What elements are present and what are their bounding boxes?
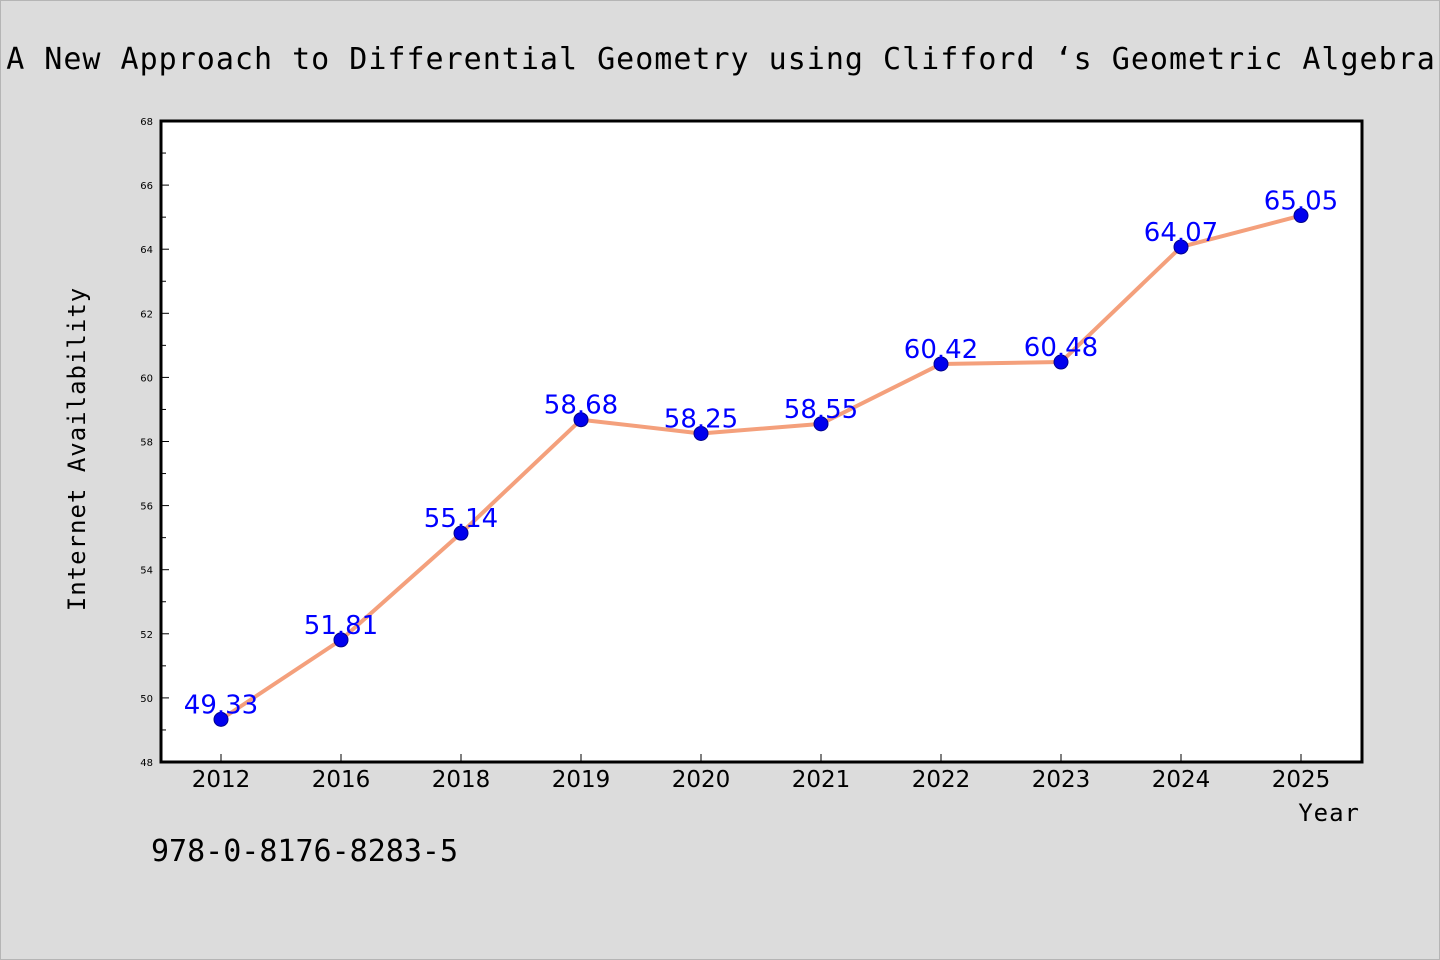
data-label: 60.42 xyxy=(904,335,978,365)
data-label: 55.14 xyxy=(424,504,498,534)
data-point xyxy=(213,711,229,727)
data-point xyxy=(933,356,949,372)
x-tick-label: 2023 xyxy=(1032,767,1091,793)
x-tick-label: 2021 xyxy=(792,767,851,793)
data-label: 58.25 xyxy=(664,404,738,434)
x-tick-label: 2024 xyxy=(1152,767,1211,793)
plot-area xyxy=(159,119,1364,764)
y-tick-label: 58 xyxy=(140,438,153,449)
y-tick-label: 66 xyxy=(140,181,153,192)
data-label: 58.68 xyxy=(544,391,618,421)
x-axis-label: Year xyxy=(1298,799,1360,827)
chart-title: A New Approach to Differential Geometry … xyxy=(6,42,1436,77)
data-point xyxy=(813,416,829,432)
x-tick-label: 2025 xyxy=(1272,767,1331,793)
y-axis-label: Internet Availability xyxy=(63,287,91,611)
data-point xyxy=(693,425,709,441)
data-point xyxy=(1293,208,1309,224)
data-label: 49.33 xyxy=(184,690,258,720)
data-point xyxy=(1173,239,1189,255)
y-tick-label: 60 xyxy=(140,373,153,384)
x-axis-ticks: 2012 2016 2018 2019 2020 2021 2022 2023 2024 2025 xyxy=(192,754,1331,793)
isbn-text: 978-0-8176-8283-5 xyxy=(151,834,459,869)
y-tick-label: 64 xyxy=(140,245,153,256)
data-label: 58.55 xyxy=(784,395,858,425)
data-label: 64.07 xyxy=(1144,218,1218,248)
data-point xyxy=(573,412,589,428)
x-tick-label: 2020 xyxy=(672,767,731,793)
y-tick-label: 50 xyxy=(140,694,153,705)
x-tick-label: 2016 xyxy=(312,767,371,793)
data-point xyxy=(1053,354,1069,370)
data-label: 60.48 xyxy=(1024,333,1098,363)
x-tick-label: 2019 xyxy=(552,767,611,793)
y-tick-label: 62 xyxy=(140,309,153,320)
data-label: 65.05 xyxy=(1264,187,1338,217)
x-tick-label: 2018 xyxy=(432,767,491,793)
series-group: 49.33 51.81 55.14 58.68 58.25 58.55 60.42 60.48… xyxy=(184,187,1338,727)
data-point xyxy=(333,632,349,648)
y-tick-label: 48 xyxy=(140,758,153,769)
y-axis-ticks: 48 50 52 54 56 58 60 62 64 66 68 xyxy=(140,117,169,769)
data-point xyxy=(453,525,469,541)
y-tick-label: 52 xyxy=(140,630,153,641)
y-tick-label: 56 xyxy=(140,502,153,513)
y-tick-label: 68 xyxy=(140,117,153,128)
x-tick-label: 2022 xyxy=(912,767,971,793)
series-line xyxy=(219,213,1303,722)
y-tick-label: 54 xyxy=(140,566,153,577)
data-label: 51.81 xyxy=(304,611,378,641)
x-tick-label: 2012 xyxy=(192,767,251,793)
